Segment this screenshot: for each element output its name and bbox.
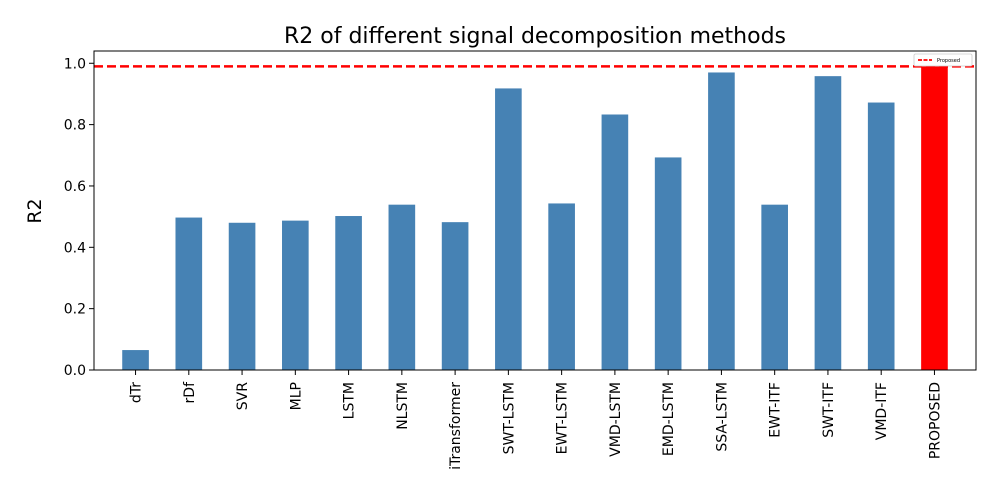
bar-ssa-lstm [708, 72, 735, 370]
plot-frame [93, 50, 977, 371]
x-tick-label: VMD-LSTM [608, 382, 624, 457]
y-tick-label: 0.8 [64, 118, 86, 134]
x-tick-label: dTr [129, 382, 145, 403]
bar-mlp [282, 220, 309, 370]
x-tick-label: iTransformer [448, 382, 464, 470]
bar-vmd-lstm [601, 114, 629, 370]
y-tick-label: 0.0 [64, 363, 86, 379]
bar-ewt-lstm [548, 203, 575, 370]
x-tick-label: EMD-LSTM [661, 382, 677, 456]
x-tick-label: SSA-LSTM [714, 382, 730, 452]
y-tick-label: 1.0 [64, 56, 86, 72]
x-tick-label: EWT-LSTM [555, 382, 571, 454]
bar-swt-lstm [495, 88, 522, 371]
x-tick-label: NLSTM [395, 382, 411, 430]
bar-lstm [335, 216, 362, 370]
bar-swt-itf [814, 76, 842, 371]
x-tick-label: VMD-ITF [874, 382, 890, 440]
bars-group [122, 66, 948, 371]
y-tick-label: 0.2 [64, 302, 86, 318]
bar-svr [228, 222, 256, 370]
x-tick-label: SVR [235, 382, 251, 410]
y-tick-label: 0.6 [64, 179, 86, 195]
x-tick-label: LSTM [342, 382, 358, 419]
bar-nlstm [388, 204, 416, 370]
y-axis-label: R2 [24, 198, 46, 223]
bar-vmd-itf [867, 102, 895, 371]
bar-rdf [175, 217, 203, 370]
legend: Proposed [913, 53, 973, 67]
bar-dtr [122, 350, 149, 370]
legend-box [913, 53, 973, 67]
x-tick-label: rDf [182, 381, 198, 404]
x-axis: dTr rDf SVR MLP LSTM NLSTM iTransformer SWT-LST… [129, 370, 943, 470]
chart-title: R2 of different signal decomposition met… [284, 24, 786, 49]
x-tick-label: SWT-LSTM [501, 382, 517, 454]
x-tick-label: PROPOSED [927, 382, 943, 459]
bar-ewt-itf [761, 204, 788, 370]
bar-proposed [921, 66, 948, 370]
bar-emd-lstm [654, 157, 682, 370]
x-tick-label: EWT-ITF [768, 382, 784, 438]
bar-itransformer [441, 222, 469, 370]
y-axis: 0.0 0.2 0.4 0.6 0.8 1.0 [64, 56, 94, 379]
x-tick-label: SWT-ITF [821, 382, 837, 438]
x-tick-label: MLP [288, 382, 304, 410]
y-tick-label: 0.4 [64, 240, 86, 256]
legend-entry-label: Proposed [937, 58, 960, 64]
